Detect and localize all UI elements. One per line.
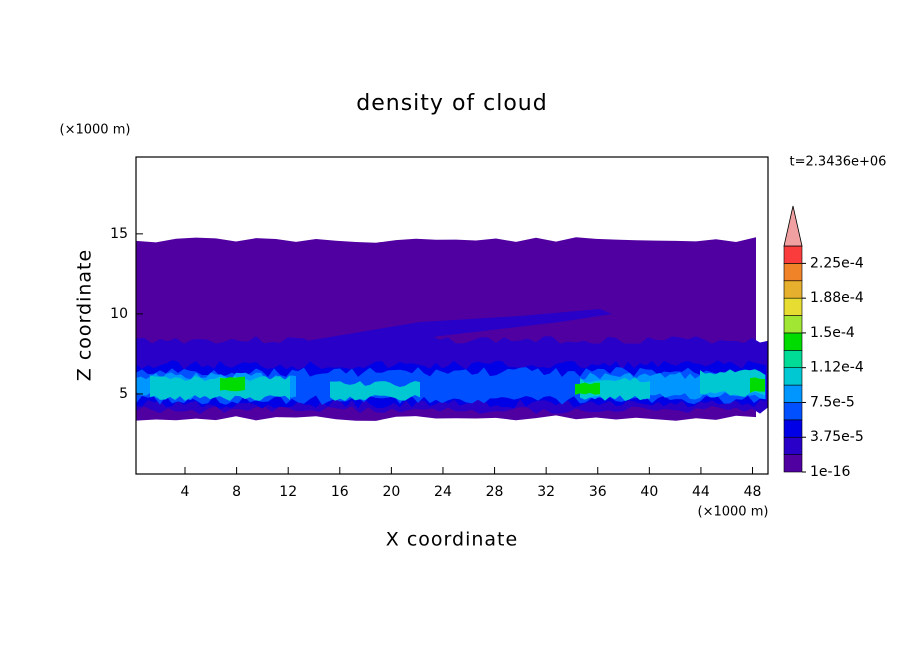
colorbar-box (783, 402, 803, 421)
y-axis-label: Z coordinate (74, 249, 96, 381)
colorbar-box (783, 245, 803, 264)
chart-title: density of cloud (356, 91, 547, 116)
colorbar-label: 2.25e-4 (810, 255, 864, 271)
colorbar-label: 1.12e-4 (810, 360, 864, 376)
field-region (300, 309, 612, 352)
x-tick-label: 12 (279, 484, 297, 500)
x-tick-label: 40 (640, 484, 658, 500)
x-axis-label: X coordinate (386, 529, 518, 551)
x-tick-label: 36 (589, 484, 607, 500)
colorbar-box (783, 350, 803, 368)
colorbar-box (783, 384, 803, 403)
colorbar-label: 7.5e-5 (810, 394, 855, 410)
colorbar-box (783, 419, 803, 438)
colorbar-box (783, 454, 803, 473)
colorbar-box (783, 367, 803, 386)
x-tick-label: 4 (181, 484, 190, 500)
x-tick-label: 16 (331, 484, 349, 500)
field-region (220, 376, 245, 392)
field-region (750, 377, 765, 393)
colorbar-extend (783, 205, 803, 247)
x-tick-label: 48 (744, 484, 762, 500)
colorbar-box (783, 436, 803, 455)
x-tick-label: 32 (537, 484, 555, 500)
x-tick-label: 44 (692, 484, 710, 500)
x-tick-label: 28 (486, 484, 504, 500)
field-region (575, 382, 600, 395)
plot-frame (135, 156, 769, 475)
field-region (330, 381, 420, 401)
x-unit: (×1000 m) (698, 505, 769, 520)
colorbar-label: 1e-16 (810, 464, 850, 480)
colorbar-box (783, 263, 803, 282)
y-unit: (×1000 m) (60, 123, 131, 138)
x-tick-label: 20 (382, 484, 400, 500)
colorbar-label: 1.88e-4 (810, 290, 864, 306)
y-tick-label: 15 (110, 226, 128, 242)
time-label: t=2.3436e+06 (790, 155, 887, 170)
colorbar-label: 3.75e-5 (810, 429, 864, 445)
colorbar-box (783, 297, 803, 316)
y-tick-label: 10 (110, 306, 128, 322)
x-tick-label: 8 (232, 484, 241, 500)
colorbar-box (783, 332, 803, 351)
field-region (700, 369, 765, 397)
colorbar-box (783, 315, 803, 334)
colorbar-box (783, 280, 803, 299)
colorbar-label: 1.5e-4 (810, 325, 855, 341)
y-tick-label: 5 (119, 386, 128, 402)
x-tick-label: 24 (434, 484, 452, 500)
